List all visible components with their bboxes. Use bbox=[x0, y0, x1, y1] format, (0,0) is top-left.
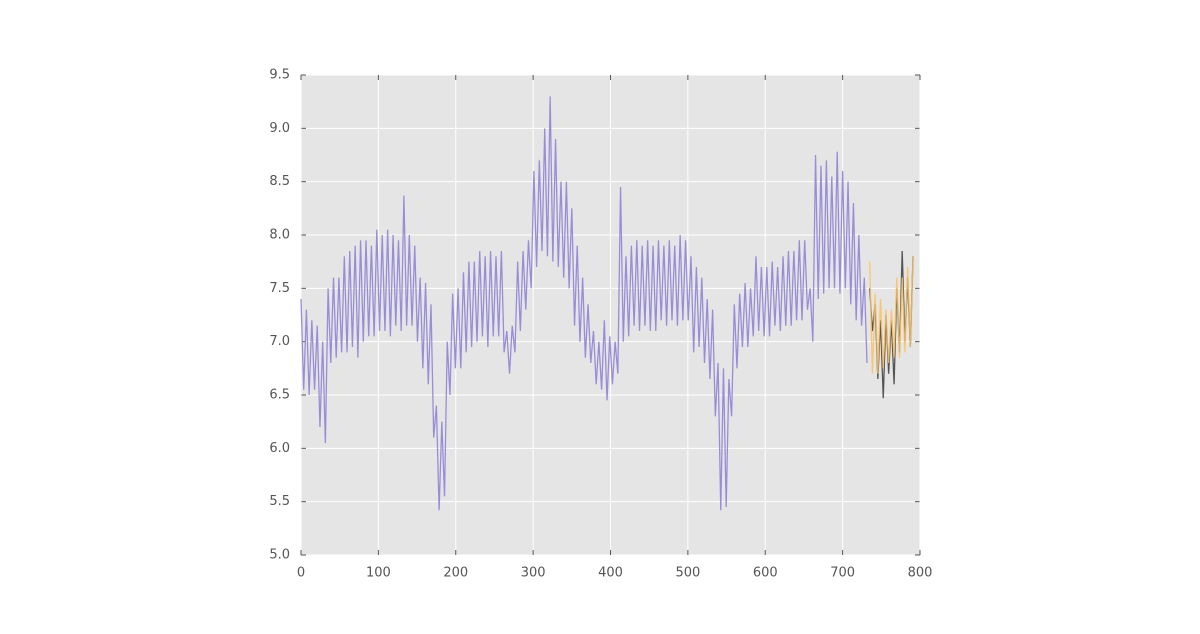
x-tick-label: 400 bbox=[598, 566, 623, 581]
y-tick-label: 5.5 bbox=[269, 494, 290, 509]
y-tick-label: 8.5 bbox=[269, 174, 290, 189]
x-tick-label: 600 bbox=[753, 566, 778, 581]
line-series bbox=[300, 96, 868, 511]
x-tick-label: 800 bbox=[908, 566, 933, 581]
x-tick-label: 100 bbox=[366, 566, 391, 581]
y-tick-label: 5.0 bbox=[269, 548, 290, 563]
y-tick-label: 7.0 bbox=[269, 334, 290, 349]
x-tick-label: 700 bbox=[830, 566, 855, 581]
y-tick-label: 7.5 bbox=[269, 281, 290, 296]
y-tick-label: 9.0 bbox=[269, 121, 290, 136]
y-tick-label: 6.5 bbox=[269, 388, 290, 403]
x-tick-label: 300 bbox=[521, 566, 546, 581]
line-series bbox=[869, 256, 914, 374]
x-tick-label: 500 bbox=[675, 566, 700, 581]
y-tick-label: 8.0 bbox=[269, 228, 290, 243]
y-tick-label: 9.5 bbox=[269, 68, 290, 83]
x-tick-label: 0 bbox=[297, 566, 305, 581]
x-tick-label: 200 bbox=[443, 566, 468, 581]
y-tick-label: 6.0 bbox=[269, 441, 290, 456]
